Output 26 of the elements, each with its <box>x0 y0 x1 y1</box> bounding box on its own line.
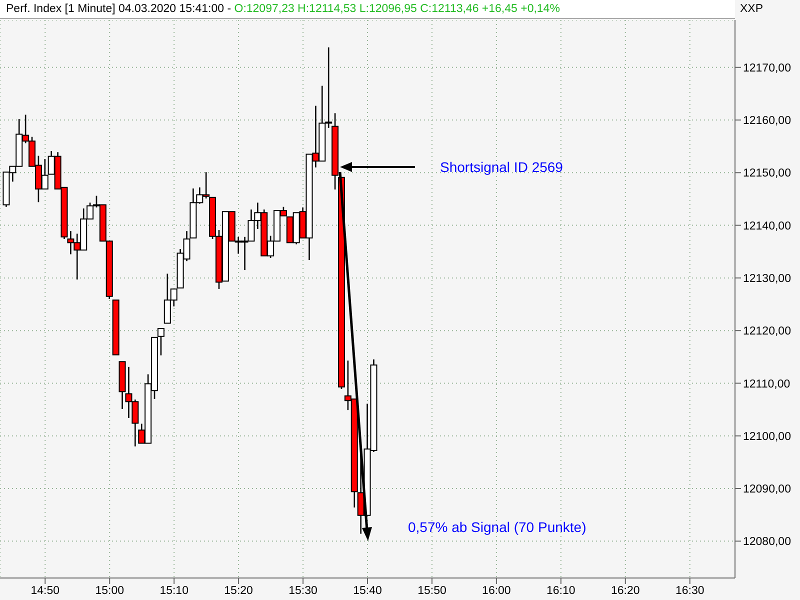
y-tick-label: 12160,00 <box>743 115 791 128</box>
x-tick-label: 16:00 <box>482 585 511 598</box>
y-tick-label: 12080,00 <box>743 536 791 548</box>
x-tick-label: 16:30 <box>675 585 704 598</box>
y-tick-label: 12110,00 <box>743 378 790 390</box>
y-tick-label: 12150,00 <box>743 168 791 180</box>
x-tick-label: 15:30 <box>288 585 318 598</box>
x-tick-label: 16:20 <box>611 585 640 598</box>
y-tick-label: 12120,00 <box>743 326 791 338</box>
y-tick-label: 12090,00 <box>743 484 791 496</box>
y-tick-label: 12100,00 <box>743 430 791 443</box>
chart-subtitle: O:12097,23 H:12114,53 L:12096,95 C:12113,46 +16,45 +0,14% <box>234 3 560 15</box>
y-tick-label: 12130,00 <box>743 273 791 286</box>
annotation: 0,57% ab Signal (70 Punkte) <box>408 519 586 535</box>
annotation: Shortsignal ID 2569 <box>440 159 564 175</box>
y-tick-label: 12170,00 <box>743 62 791 74</box>
x-tick-label: 15:50 <box>418 585 446 598</box>
x-tick-label: 15:20 <box>224 585 253 598</box>
x-tick-label: 14:50 <box>30 585 60 598</box>
chart-title: Perf. Index [1 Minute] 04.03.2020 15:41:00 - <box>6 3 232 15</box>
x-tick-label: 15:00 <box>95 585 124 598</box>
y-axis-title: XXP <box>740 3 764 15</box>
x-tick-label: 15:10 <box>160 585 188 598</box>
x-tick-label: 16:10 <box>546 585 576 598</box>
x-tick-label: 15:40 <box>353 585 382 598</box>
y-tick-label: 12140,00 <box>743 220 791 232</box>
